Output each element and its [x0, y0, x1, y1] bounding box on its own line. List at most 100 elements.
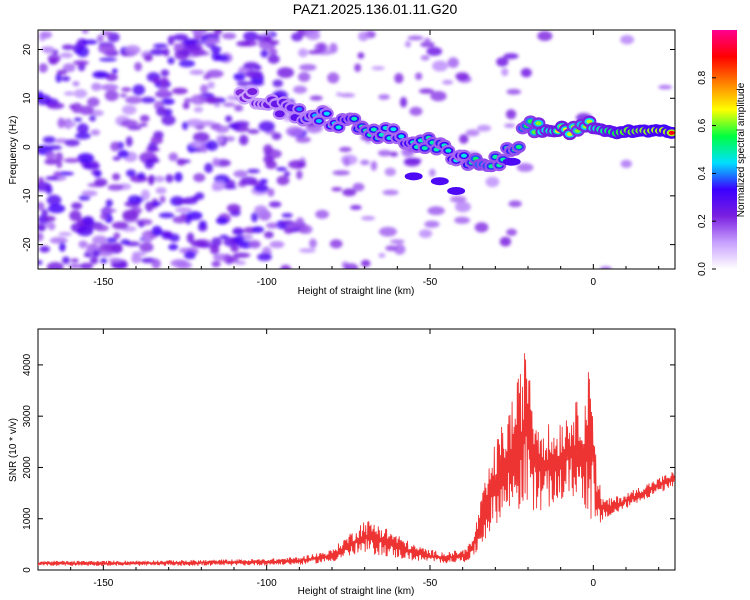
noise-blob [138, 122, 148, 127]
noise-blob [153, 43, 168, 49]
noise-blob [76, 123, 89, 134]
noise-blob [520, 68, 532, 78]
noise-blob [658, 84, 673, 90]
noise-blob [38, 176, 44, 185]
noise-blob [499, 236, 512, 247]
snr-y-tick-label: 2000 [22, 456, 33, 479]
spectrogram-y-tick-label: -20 [22, 237, 33, 252]
snr-x-label: Height of straight line (km) [298, 586, 415, 597]
noise-blob [136, 172, 146, 180]
noise-blob [233, 72, 246, 81]
noise-blob [150, 135, 163, 145]
noise-blob [263, 144, 273, 155]
ridge-core [274, 110, 285, 118]
noise-blob [76, 46, 90, 58]
noise-blob [180, 213, 187, 220]
noise-blob [232, 230, 245, 235]
noise-blob [299, 248, 316, 253]
noise-blob [459, 134, 469, 144]
noise-blob [156, 106, 167, 117]
noise-blob [190, 94, 207, 105]
spectrogram-x-tick-label: -50 [423, 277, 438, 288]
noise-blob [159, 77, 170, 88]
noise-blob [178, 247, 188, 254]
noise-blob [215, 216, 229, 225]
noise-blob [73, 89, 88, 99]
ridge-peak [668, 130, 675, 135]
noise-blob [134, 61, 143, 72]
noise-blob [83, 252, 92, 258]
noise-blob [211, 237, 222, 247]
noise-blob [144, 159, 155, 169]
noise-blob [151, 201, 162, 206]
colorbar-label: Normalized spectral amplitude [736, 82, 747, 217]
noise-blob [111, 221, 129, 230]
noise-blob [415, 72, 423, 81]
noise-blob [296, 170, 303, 180]
noise-blob [93, 169, 102, 178]
noise-blob [344, 263, 359, 269]
noise-blob [151, 258, 161, 269]
colorbar-tick-label: 0.8 [697, 70, 708, 84]
noise-blob [306, 31, 321, 41]
noise-blob [620, 34, 635, 45]
noise-blob [184, 98, 192, 103]
noise-blob [117, 149, 130, 158]
noise-blob [236, 80, 252, 87]
noise-blob [496, 57, 509, 67]
noise-blob [262, 35, 272, 43]
noise-blob [59, 242, 66, 252]
noise-blob [77, 152, 95, 164]
noise-blob [64, 139, 80, 147]
noise-blob [81, 190, 98, 197]
noise-blob [352, 182, 365, 192]
noise-blob [476, 124, 492, 132]
noise-blob [265, 222, 279, 229]
noise-blob [258, 121, 275, 132]
colorbar: 0.0 0.2 0.4 0.6 0.8 Normalized spectral ampl… [697, 30, 747, 276]
noise-blob [159, 195, 166, 204]
noise-blob [259, 178, 268, 185]
noise-blob [205, 140, 219, 151]
noise-blob [121, 87, 132, 93]
noise-blob [92, 235, 108, 245]
noise-blob [418, 229, 433, 239]
noise-blob [276, 175, 290, 186]
noise-blob [378, 94, 390, 100]
noise-blob [226, 255, 239, 264]
noise-blob [56, 160, 63, 169]
noise-blob [267, 54, 280, 64]
noise-blob [174, 172, 183, 183]
noise-blob [213, 102, 221, 108]
snr-series [38, 353, 675, 567]
snr-x-tick-label: -50 [423, 578, 438, 589]
noise-blob [191, 30, 208, 35]
noise-blob [378, 253, 386, 258]
noise-blob [407, 35, 424, 41]
noise-blob [390, 239, 405, 244]
noise-blob [101, 83, 119, 91]
noise-blob [122, 209, 139, 221]
noise-blob [378, 226, 397, 237]
noise-blob [111, 68, 118, 74]
snr-y-tick-label: 0 [22, 567, 33, 573]
noise-blob [309, 95, 323, 101]
noise-blob [193, 173, 206, 183]
noise-blob [318, 43, 325, 53]
noise-blob [442, 79, 454, 85]
noise-blob [197, 243, 213, 248]
noise-blob [75, 132, 91, 140]
noise-blob [112, 262, 128, 269]
noise-blob [62, 63, 76, 73]
ridge-peak [398, 134, 405, 139]
noise-blob [161, 98, 175, 106]
noise-blob [343, 157, 351, 167]
noise-blob [131, 253, 142, 264]
noise-blob [170, 259, 189, 268]
noise-blob [73, 60, 89, 66]
ridge-peak [390, 127, 397, 132]
noise-blob [288, 159, 307, 169]
spectrogram-x-tick-label: -100 [257, 277, 277, 288]
noise-blob [238, 134, 249, 146]
noise-blob [283, 171, 291, 177]
